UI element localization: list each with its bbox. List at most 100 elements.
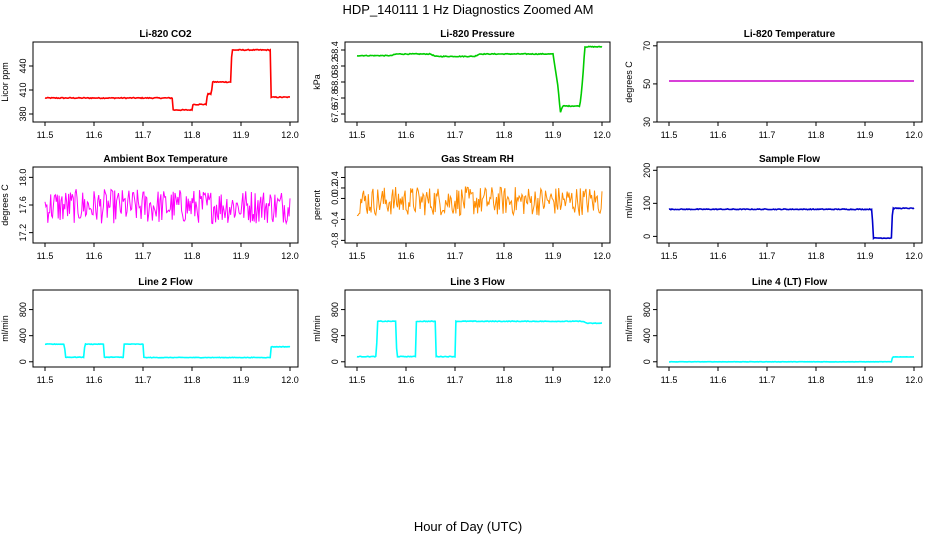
x-tick-label: 11.6 (710, 251, 727, 261)
panel-2: Li-820 Pressure 11.5 11.6 11.7 11.8 11.9 12.0 6… (312, 29, 611, 140)
x-tick-label: 11.5 (37, 375, 54, 385)
x-tick-label: 12.0 (281, 251, 299, 261)
y-axis-label: ml/min (312, 315, 322, 342)
panel-4: Ambient Box Temperature 11.5 11.6 11.7 11.8 1… (0, 154, 299, 261)
x-tick-label: 11.8 (496, 375, 513, 385)
y-axis-label: degrees C (0, 184, 10, 226)
x-tick-label: 12.0 (281, 375, 299, 385)
y-tick-label: 0.2 (330, 182, 340, 195)
y-tick-label: 0.4 (330, 171, 340, 184)
x-tick-label: 11.5 (661, 251, 678, 261)
panel-title: Ambient Box Temperature (103, 154, 228, 165)
y-tick-label: 400 (642, 328, 652, 343)
x-tick-label: 11.8 (808, 251, 825, 261)
panel-title: Gas Stream RH (441, 154, 514, 165)
x-tick-label: 11.8 (184, 375, 201, 385)
x-tick-label: 11.7 (447, 130, 464, 140)
x-tick-label: 12.0 (593, 251, 611, 261)
x-tick-label: 11.6 (86, 375, 103, 385)
x-tick-label: 11.7 (447, 251, 464, 261)
plot-frame (32, 289, 299, 368)
y-tick-label: -0.4 (330, 212, 340, 228)
y-tick-label: 800 (330, 302, 340, 317)
y-tick-label: 440 (18, 58, 28, 73)
y-tick-label: 18.0 (18, 169, 28, 187)
panel-title: Line 4 (LT) Flow (752, 277, 828, 288)
x-tick-label: 11.8 (184, 251, 201, 261)
panel-grid: Li-820 CO2 11.5 11.6 11.7 11.8 11.9 12.0 380 410… (0, 29, 923, 385)
y-axis-label: percent (312, 189, 322, 220)
x-tick-label: 11.7 (759, 375, 776, 385)
series-line (44, 48, 290, 112)
y-tick-label: 30 (642, 117, 652, 127)
y-tick-label: 400 (330, 328, 340, 343)
y-axis-label: ml/min (624, 315, 634, 342)
x-tick-label: 11.9 (233, 375, 250, 385)
y-tick-label: 400 (18, 328, 28, 343)
x-tick-label: 11.8 (496, 251, 513, 261)
y-tick-label: 0 (330, 359, 340, 364)
plot-frame (344, 166, 611, 244)
x-tick-label: 11.9 (545, 130, 562, 140)
x-tick-label: 11.6 (398, 251, 415, 261)
x-tick-label: 11.7 (135, 251, 152, 261)
x-tick-label: 12.0 (905, 251, 923, 261)
x-tick-label: 11.8 (496, 130, 513, 140)
series-line (356, 186, 603, 217)
series-line (44, 342, 291, 359)
x-tick-label: 11.5 (349, 130, 366, 140)
x-tick-label: 11.5 (37, 251, 54, 261)
panel-title: Li-820 Temperature (744, 29, 836, 40)
figure-title: HDP_140111 1 Hz Diagnostics Zoomed AM (343, 2, 594, 17)
y-tick-label: 800 (642, 302, 652, 317)
panel-9: Line 4 (LT) Flow 11.5 11.6 11.7 11.8 11.9 12.0… (624, 277, 923, 385)
y-tick-label: 380 (18, 106, 28, 121)
x-tick-label: 11.7 (135, 375, 152, 385)
plot-frame (656, 41, 923, 123)
plot-frame (656, 289, 923, 368)
x-tick-label: 11.8 (808, 375, 825, 385)
x-tick-label: 12.0 (905, 375, 923, 385)
x-tick-label: 11.6 (710, 375, 727, 385)
panel-title: Line 2 Flow (138, 277, 193, 288)
x-tick-label: 11.7 (135, 130, 152, 140)
x-tick-label: 11.7 (447, 375, 464, 385)
y-tick-label: 68.2 (330, 57, 340, 75)
panel-5: Gas Stream RH 11.5 11.6 11.7 11.8 11.9 12.0 -0.… (312, 154, 611, 261)
y-tick-label: 70 (642, 41, 652, 51)
y-tick-label: 0 (642, 359, 652, 364)
x-tick-label: 11.6 (710, 130, 727, 140)
series-line (356, 45, 603, 113)
x-tick-label: 11.8 (184, 130, 201, 140)
series-line (356, 319, 602, 358)
y-tick-label: 100 (642, 196, 652, 211)
series-line (44, 188, 291, 226)
panel-title: Sample Flow (759, 154, 820, 165)
x-tick-label: 12.0 (593, 130, 611, 140)
y-tick-label: 17.2 (18, 224, 28, 242)
x-tick-label: 12.0 (593, 375, 611, 385)
x-tick-label: 12.0 (281, 130, 299, 140)
y-tick-label: 68.4 (330, 41, 340, 59)
y-tick-label: 0.0 (330, 192, 340, 205)
x-tick-label: 11.9 (857, 130, 874, 140)
x-tick-label: 11.5 (349, 375, 366, 385)
plot-frame (344, 41, 611, 123)
y-tick-label: 200 (642, 163, 652, 178)
panel-title: Li-820 CO2 (139, 29, 192, 40)
series-line (669, 355, 915, 363)
x-tick-label: 11.9 (857, 251, 874, 261)
y-tick-label: 68.0 (330, 73, 340, 91)
y-tick-label: 67.6 (330, 105, 340, 123)
x-tick-label: 11.6 (398, 130, 415, 140)
y-axis-label: ml/min (624, 192, 634, 219)
x-tick-label: 11.9 (545, 375, 562, 385)
x-tick-label: 11.5 (349, 251, 366, 261)
plot-frame (656, 166, 923, 244)
x-tick-label: 11.7 (759, 251, 776, 261)
y-tick-label: -0.8 (330, 233, 340, 249)
panel-8: Line 3 Flow 11.5 11.6 11.7 11.8 11.9 12.0 0 400 8… (312, 277, 611, 385)
x-tick-label: 11.6 (86, 130, 103, 140)
figure-x-axis-label: Hour of Day (UTC) (414, 519, 522, 534)
